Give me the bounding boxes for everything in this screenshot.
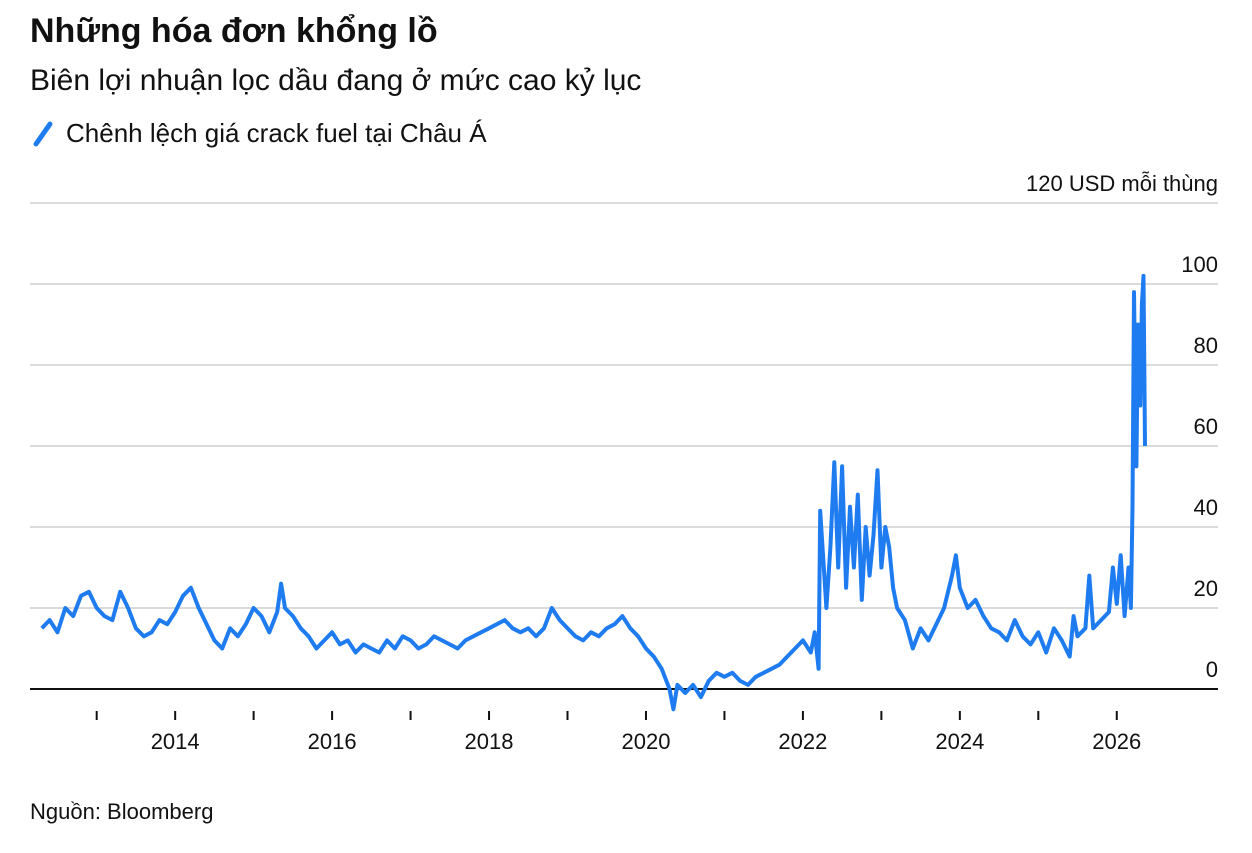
x-tick-label: 2026 bbox=[1092, 729, 1141, 754]
y-tick-label: 120 USD mỗi thùng bbox=[1026, 171, 1218, 196]
legend-label: Chênh lệch giá crack fuel tại Châu Á bbox=[66, 118, 487, 148]
source: Nguồn: Bloomberg bbox=[30, 799, 213, 824]
chart-title: Những hóa đơn khổng lồ bbox=[30, 12, 438, 50]
y-tick-label: 100 bbox=[1181, 252, 1218, 277]
y-tick-label: 80 bbox=[1194, 333, 1218, 358]
x-tick-label: 2014 bbox=[151, 729, 200, 754]
y-tick-label: 20 bbox=[1194, 576, 1218, 601]
chart-subtitle: Biên lợi nhuận lọc dầu đang ở mức cao kỷ… bbox=[30, 64, 641, 97]
x-tick-label: 2022 bbox=[778, 729, 827, 754]
series-line bbox=[40, 273, 1147, 712]
x-tick-label: 2018 bbox=[465, 729, 514, 754]
y-tick-label: 40 bbox=[1194, 495, 1218, 520]
legend-swatch bbox=[33, 121, 53, 147]
y-tick-label: 60 bbox=[1194, 414, 1218, 439]
x-tick-label: 2016 bbox=[308, 729, 357, 754]
x-tick-label: 2020 bbox=[621, 729, 670, 754]
y-tick-label: 0 bbox=[1206, 657, 1218, 682]
x-tick-label: 2024 bbox=[935, 729, 984, 754]
